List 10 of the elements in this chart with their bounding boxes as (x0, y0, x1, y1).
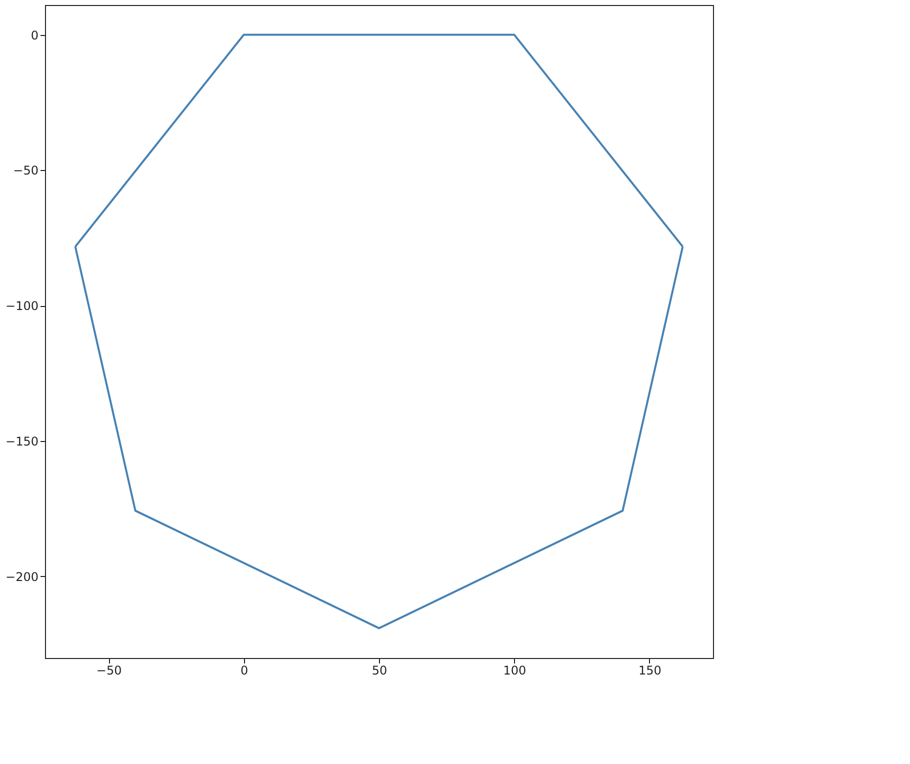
y-tick-label: −200 (6, 570, 38, 584)
y-tick-label: −50 (13, 164, 38, 178)
x-tick-label: 0 (240, 664, 248, 678)
y-tick-label: 0 (30, 28, 38, 42)
y-tick-label: −150 (6, 434, 38, 449)
x-tick-label: 150 (638, 664, 662, 678)
x-tick-label: 100 (503, 664, 526, 678)
x-tick-label: 50 (372, 664, 388, 678)
x-tick-label: −50 (96, 664, 122, 678)
y-tick-label: −100 (6, 299, 38, 314)
